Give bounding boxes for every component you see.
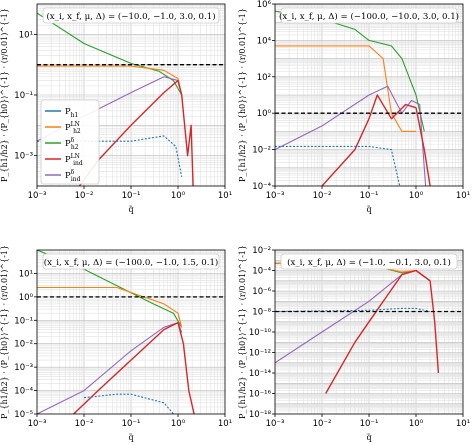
y-axis-label: P_{h1/h2} · ⟨P_{h0}⟩^{-1} · (r/0.01)^{-1… [238, 245, 247, 419]
y-tick-label: 10⁴ [257, 36, 272, 46]
x-tick-label: 10⁻² [313, 191, 332, 201]
x-axis-label: q̃ [366, 433, 371, 442]
x-tick-label: 10⁻¹ [122, 191, 141, 201]
y-tick-label: 10⁻⁸ [252, 308, 271, 318]
y-axis-label: P_{h1/h2} · ⟨P_{h0}⟩^{-1} · (r/0.01)^{-1… [0, 245, 9, 419]
annotation-text: (x_i, x_f, μ, Δ) = (−10.0, −1.0, 3.0, 0.… [46, 11, 215, 22]
series-line-ph1 [275, 307, 431, 313]
legend-label: Pδ h2 [65, 137, 79, 151]
y-tick-label: 10⁻⁴ [252, 182, 271, 192]
x-tick-label: 10¹ [456, 191, 470, 201]
chart-panel-1: 10⁻³ 10⁻² 10⁻¹ 10⁰ 10¹ 10⁻³ 10⁻¹ 10¹ q̃ P_{h1/h2}… [0, 3, 232, 214]
grid [275, 250, 463, 414]
y-tick-label: 10⁻⁴ [14, 387, 33, 397]
y-tick-label: 10⁰ [257, 109, 272, 119]
annotation-box [280, 7, 458, 24]
legend: Ph1 PLN h2 Pδ h2 PLN ind Pδ ind [40, 99, 100, 185]
x-axis-label: q̃ [128, 433, 133, 442]
y-tick-label: 10⁻¹ [14, 91, 33, 101]
x-tick-label: 10⁻¹ [122, 419, 141, 429]
x-tick-label: 10¹ [218, 191, 232, 201]
y-tick-label: 10⁶ [257, 0, 272, 10]
legend-label: PLN h2 [65, 121, 81, 135]
y-tick-label: 10⁻¹⁰ [249, 328, 272, 338]
y-tick-label: 10⁻⁵ [14, 410, 33, 420]
series-line-pindln [78, 79, 194, 186]
y-tick-label: 10⁻¹² [249, 349, 271, 359]
legend-label: Pδ ind [65, 169, 81, 183]
annotation-text: (x_i, x_f, μ, Δ) = (−100.0, −10.0, 3.0, … [279, 11, 459, 22]
series-line-ph2ln [37, 286, 183, 328]
legend-label: Ph1 [65, 106, 78, 119]
x-axis-label: q̃ [366, 205, 371, 214]
x-tick-label: 10⁻² [313, 419, 332, 429]
x-tick-label: 10⁻¹ [360, 419, 379, 429]
series-line-pindln [325, 269, 440, 394]
y-tick-label: 10⁰ [19, 293, 34, 303]
y-tick-label: 10⁻² [252, 246, 271, 256]
x-tick-label: 10¹ [218, 419, 232, 429]
y-axis-label: P_{h1/h2} · ⟨P_{h0}⟩^{-1} · (r/0.01)^{-1… [238, 8, 247, 182]
legend-item: Pδ ind [45, 169, 81, 183]
y-tick-label: 10⁻¹⁴ [249, 369, 272, 379]
legend-item: Pδ h2 [45, 137, 79, 151]
x-tick-label: 10⁰ [409, 419, 424, 429]
legend-box [40, 99, 100, 185]
y-tick-label: 10⁻³ [14, 363, 33, 373]
legend-item: Ph1 [45, 106, 78, 119]
y-tick-label: 10⁻³ [14, 152, 33, 162]
y-tick-label: 10² [257, 73, 271, 83]
x-tick-label: 10⁰ [409, 191, 424, 201]
y-tick-label: 10⁻¹⁶ [249, 390, 272, 400]
x-tick-label: 10¹ [456, 419, 470, 429]
y-axis-label: P_{h1/h2} · ⟨P_{h0}⟩^{-1} · (r/0.01)^{-1… [0, 8, 9, 182]
legend-item: PLN ind [45, 153, 83, 167]
x-tick-label: 10⁻³ [266, 191, 285, 201]
x-tick-label: 10⁻³ [28, 419, 47, 429]
annotation-box [42, 7, 220, 24]
chart-panel-3: 10⁻³ 10⁻² 10⁻¹ 10⁰ 10¹ 10⁻⁵ 10⁻⁴ 10⁻³ 10⁻² 10⁻¹ 10… [0, 245, 232, 442]
y-tick-label: 10⁻¹⁸ [249, 410, 272, 420]
y-tick-label: 10¹ [19, 269, 33, 279]
series-group [275, 10, 431, 186]
x-tick-label: 10⁰ [171, 191, 186, 201]
x-tick-label: 10⁻³ [28, 191, 47, 201]
grid [37, 250, 225, 414]
y-tick-label: 10⁻² [14, 340, 33, 350]
series-line-ph1 [83, 393, 174, 414]
chart-panel-4: 10⁻³ 10⁻² 10⁻¹ 10⁰ 10¹ 10⁻¹⁸ 10⁻¹⁶ 10⁻¹⁴ 10⁻¹² 10… [238, 245, 470, 442]
x-tick-label: 10⁻¹ [360, 191, 379, 201]
series-line-pindln [321, 94, 431, 186]
y-tick-label: 10⁻⁶ [252, 287, 271, 297]
series-line-ph1 [37, 135, 183, 178]
annotation-text: (x_i, x_f, μ, Δ) = (−100.0, −1.0, 1.5, 0… [44, 257, 219, 268]
series-line-ph1 [275, 145, 401, 186]
series-line-pind [275, 85, 427, 186]
annotation-text: (x_i, x_f, μ, Δ) = (−1.0, −0.1, 3.0, 0.1… [287, 257, 451, 268]
x-tick-label: 10⁻³ [266, 419, 285, 429]
y-tick-label: 10⁻⁴ [252, 267, 271, 277]
series-line-ph2ln [275, 45, 416, 132]
y-tick-label: 10⁻¹ [14, 316, 33, 326]
legend-label: PLN ind [65, 153, 83, 167]
x-tick-label: 10⁻² [75, 191, 94, 201]
legend-item: PLN h2 [45, 121, 81, 135]
y-tick-label: 10⁻² [252, 146, 271, 156]
annotation-box [42, 253, 220, 270]
chart-panel-2: 10⁻³ 10⁻² 10⁻¹ 10⁰ 10¹ 10⁻⁴ 10⁻² 10⁰ 10² 10⁴ 10⁶ q̃… [238, 0, 470, 214]
series-line-pindln [73, 321, 195, 414]
annotation-box [280, 253, 458, 270]
x-tick-label: 10⁰ [171, 419, 186, 429]
series-group [37, 12, 194, 186]
x-axis-label: q̃ [128, 205, 133, 214]
y-tick-label: 10¹ [19, 30, 33, 40]
x-tick-label: 10⁻² [75, 419, 94, 429]
